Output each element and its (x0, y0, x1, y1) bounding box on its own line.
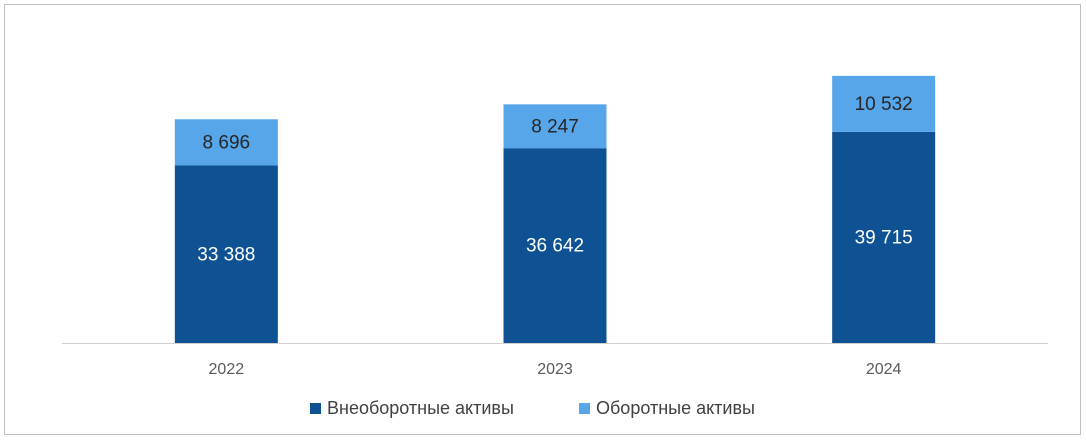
value-label: 39 715 (855, 227, 913, 248)
legend-label: Внеоборотные активы (327, 398, 514, 418)
x-tick-label: 2023 (537, 361, 573, 378)
bar-segment (832, 75, 936, 132)
bar-segment (174, 165, 278, 343)
value-label: 10 532 (855, 94, 913, 115)
legend-marker (310, 403, 321, 414)
value-label: 33 388 (197, 244, 255, 265)
bar-segment (503, 148, 607, 343)
legend-marker (579, 403, 590, 414)
bar-segment (174, 119, 278, 166)
x-tick-label: 2024 (866, 361, 902, 378)
value-label: 36 642 (526, 236, 584, 257)
bar-segment (832, 131, 936, 343)
value-label: 8 696 (203, 132, 251, 153)
x-tick-label: 2022 (209, 361, 245, 378)
bar-segment (503, 104, 607, 149)
legend-label: Оборотные активы (596, 398, 755, 418)
value-label: 8 247 (531, 116, 579, 137)
